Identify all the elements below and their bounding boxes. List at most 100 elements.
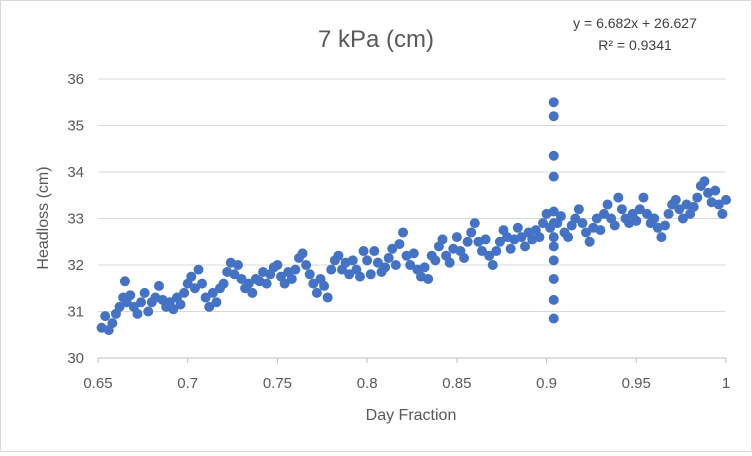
data-point (670, 194, 681, 205)
data-point (659, 220, 670, 231)
data-point (591, 213, 602, 224)
data-point (380, 262, 391, 273)
data-point (394, 239, 405, 250)
data-point (570, 213, 581, 224)
data-point (207, 287, 218, 298)
data-point (405, 260, 416, 270)
data-point (649, 213, 660, 224)
data-point (290, 264, 301, 275)
data-point (168, 304, 179, 315)
data-point (692, 192, 703, 203)
data-point (419, 262, 430, 273)
data-point (136, 297, 147, 308)
data-point (261, 278, 272, 289)
y-tick-label: 32 (67, 257, 84, 274)
data-point (642, 208, 653, 219)
trendline-r2: R² = 0.9341 (598, 37, 672, 53)
data-point (308, 278, 319, 289)
data-point (114, 301, 125, 312)
data-point (548, 150, 559, 161)
data-point (494, 236, 505, 247)
data-point (563, 232, 574, 243)
data-point (218, 278, 229, 289)
data-point (476, 246, 487, 257)
data-point (354, 271, 365, 282)
data-point (437, 234, 448, 245)
data-point (200, 292, 211, 303)
x-tick-label: 0.85 (442, 375, 471, 392)
data-point (132, 308, 143, 319)
data-point (548, 241, 559, 252)
data-point (369, 246, 380, 257)
data-point (548, 273, 559, 284)
data-point (487, 260, 498, 270)
y-axis-title: Headloss (cm) (35, 166, 52, 269)
data-point (279, 278, 290, 289)
data-point (372, 257, 383, 268)
data-point (344, 269, 355, 280)
data-point (229, 269, 240, 280)
x-axis-title: Day Fraction (366, 407, 457, 424)
data-point (548, 171, 559, 182)
data-point (322, 292, 333, 303)
data-point (721, 194, 731, 205)
data-point (548, 255, 559, 266)
data-point (430, 255, 441, 266)
data-point (480, 234, 491, 245)
data-point (311, 287, 322, 298)
data-point (710, 185, 721, 196)
data-point (358, 246, 369, 257)
x-tick-label: 0.8 (357, 375, 378, 392)
x-tick-label: 0.95 (622, 375, 651, 392)
y-tick-label: 34 (67, 164, 84, 181)
data-point (638, 192, 649, 203)
data-point (125, 290, 136, 301)
data-point (297, 248, 308, 259)
data-point (555, 211, 566, 222)
data-point (243, 278, 254, 289)
data-point (595, 225, 606, 236)
data-point (365, 269, 376, 280)
data-point (548, 232, 559, 243)
y-axis-ticks: 30 31 32 33 34 35 36 (67, 71, 84, 367)
data-point (548, 97, 559, 108)
data-point (408, 248, 419, 259)
data-point (548, 111, 559, 122)
data-point (616, 204, 627, 215)
data-point (548, 313, 559, 324)
data-point (197, 278, 208, 289)
data-point (548, 294, 559, 305)
data-point (319, 280, 330, 291)
data-point (189, 283, 200, 294)
data-point (326, 264, 337, 275)
data-point (232, 260, 243, 270)
data-point (119, 276, 130, 287)
x-tick-label: 0.9 (536, 375, 557, 392)
data-point (333, 250, 344, 261)
data-point (631, 215, 642, 226)
data-point (301, 260, 312, 270)
data-point (609, 220, 620, 231)
data-point (713, 199, 724, 210)
y-tick-label: 31 (67, 304, 84, 321)
data-point (663, 208, 674, 219)
data-point (462, 236, 473, 247)
trendline-equation: y = 6.682x + 26.627 (573, 15, 697, 31)
y-tick-label: 36 (67, 71, 84, 88)
data-points (96, 97, 731, 336)
data-point (272, 260, 283, 270)
data-point (656, 232, 667, 243)
data-point (107, 318, 118, 329)
data-point (505, 243, 516, 254)
data-point (139, 287, 150, 298)
data-point (537, 218, 548, 229)
data-point (387, 243, 398, 254)
x-axis-ticks: 0.65 0.7 0.75 0.8 0.85 0.9 0.95 1 (83, 358, 730, 392)
data-point (491, 246, 502, 257)
data-point (444, 257, 455, 268)
data-point (484, 250, 495, 261)
x-tick-label: 0.7 (177, 375, 198, 392)
data-point (573, 204, 584, 215)
data-point (581, 227, 592, 238)
